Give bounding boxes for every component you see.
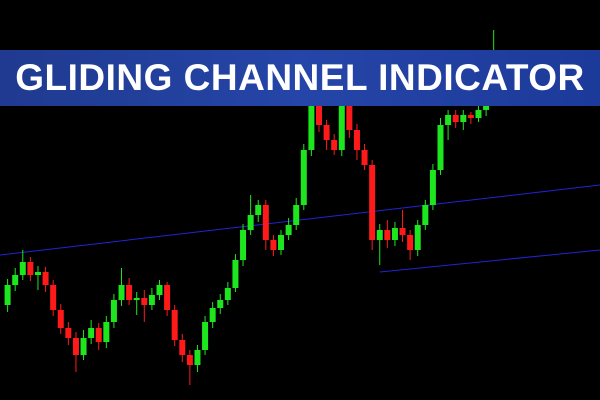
candle-body: [369, 165, 376, 240]
candle-body: [232, 260, 239, 288]
chart-title: GLIDING CHANNEL INDICATOR: [15, 57, 585, 98]
candle-body: [202, 322, 209, 350]
candle-body: [278, 235, 285, 250]
candle-body: [156, 285, 163, 295]
candle-body: [361, 150, 368, 165]
candle-body: [12, 275, 19, 285]
candle-body: [148, 295, 155, 305]
candle-body: [164, 285, 171, 310]
candle-body: [72, 338, 79, 355]
candle-body: [65, 328, 72, 338]
candle-body: [209, 308, 216, 322]
candle-body: [247, 215, 254, 230]
candle-body: [224, 288, 231, 300]
candle-body: [118, 285, 125, 300]
candle-body: [240, 230, 247, 260]
candle-body: [133, 298, 140, 300]
candle-body: [255, 205, 262, 215]
candle-body: [80, 338, 87, 355]
candle-body: [34, 272, 41, 275]
channel-line: [0, 184, 600, 256]
candle-body: [399, 228, 406, 235]
candle-body: [331, 140, 338, 150]
candle-body: [95, 328, 102, 342]
candle-body: [103, 322, 110, 342]
candle-body: [422, 205, 429, 225]
candle-body: [110, 300, 117, 322]
candle-body: [141, 298, 148, 305]
candle-body: [414, 225, 421, 250]
banner: GLIDING CHANNEL INDICATOR: [0, 50, 600, 106]
candle-body: [437, 125, 444, 170]
candle-body: [323, 125, 330, 140]
candle-body: [57, 310, 64, 328]
candle-body: [19, 262, 26, 275]
candle-body: [429, 170, 436, 205]
candle-body: [270, 240, 277, 250]
candle-body: [338, 100, 345, 150]
candle-body: [467, 115, 474, 118]
candle-body: [285, 225, 292, 235]
candle-body: [27, 262, 34, 275]
candle-body: [4, 285, 11, 305]
candle-body: [407, 235, 414, 250]
candle-body: [50, 285, 57, 310]
candle-body: [179, 340, 186, 355]
candle-body: [384, 230, 391, 240]
candle-body: [315, 100, 322, 125]
candle-body: [391, 228, 398, 240]
candle-body: [262, 205, 269, 240]
candle-body: [353, 130, 360, 150]
candle-body: [460, 115, 467, 122]
candle-body: [171, 310, 178, 340]
candle-body: [88, 328, 95, 338]
candle-body: [194, 350, 201, 365]
candle-body: [42, 272, 49, 285]
candle-body: [186, 355, 193, 365]
candle-body: [308, 100, 315, 150]
candle-body: [376, 230, 383, 240]
candle-body: [300, 150, 307, 205]
candle-body: [452, 115, 459, 122]
channel-line: [379, 249, 600, 273]
candle-body: [346, 100, 353, 130]
candle-body: [217, 300, 224, 308]
candle-body: [293, 205, 300, 225]
candle-body: [445, 115, 452, 125]
candle-body: [126, 285, 133, 300]
candle-body: [475, 110, 482, 118]
